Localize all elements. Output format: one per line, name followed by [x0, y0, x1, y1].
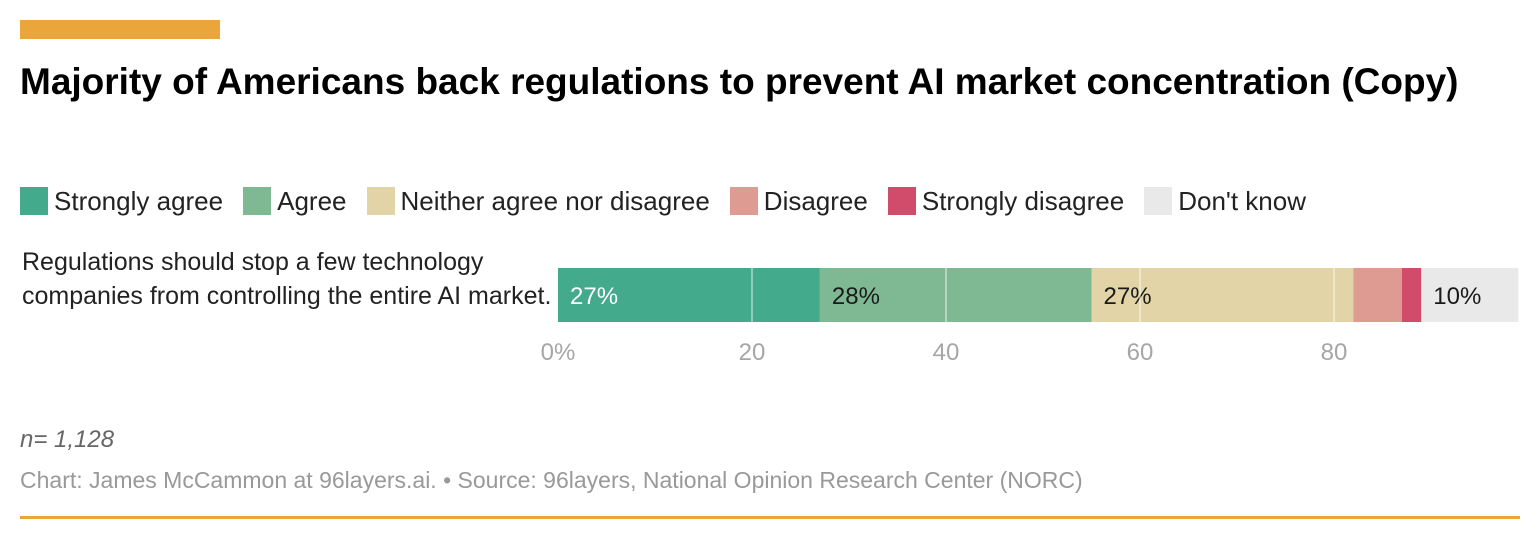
legend-item-agree: Agree — [243, 186, 347, 216]
legend-label: Strongly disagree — [921, 186, 1125, 216]
x-tick-label: 40 — [933, 339, 960, 366]
bar-data-label: 27% — [570, 283, 618, 310]
bar-data-label: 27% — [1104, 283, 1152, 310]
legend-label: Strongly agree — [54, 186, 224, 216]
top-accent-bar — [20, 20, 220, 39]
source-credit: Chart: James McCammon at 96layers.ai. • … — [20, 467, 1083, 493]
x-tick-label: 80 — [1321, 339, 1348, 366]
bar-segment-agree — [819, 268, 1092, 322]
bar-segment-neither-agree-nor-disagree — [1091, 268, 1354, 322]
bar-segment-don-t-know — [1421, 268, 1519, 322]
legend-swatch — [20, 187, 48, 215]
bar-segment-disagree — [1353, 268, 1402, 322]
x-tick-label: 20 — [739, 339, 766, 366]
legend-item-dont-know: Don't know — [1144, 186, 1306, 216]
legend-swatch — [366, 187, 395, 215]
x-tick-label: 0% — [541, 339, 576, 366]
bottom-accent-rule — [20, 516, 1520, 519]
bar-category-label: Regulations should stop a few technology… — [22, 248, 552, 310]
legend: Strongly agree Agree Neither agree nor d… — [20, 186, 1326, 216]
bar-data-label: 10% — [1433, 283, 1481, 310]
chart-title: Majority of Americans back regulations t… — [20, 61, 1459, 102]
legend-item-neither: Neither agree nor disagree — [366, 186, 710, 216]
legend-label: Agree — [277, 186, 347, 216]
legend-label: Don't know — [1178, 186, 1307, 216]
legend-swatch — [887, 187, 916, 215]
legend-label: Disagree — [763, 186, 868, 216]
bar-segment-strongly-agree — [558, 268, 820, 322]
x-tick-label: 60 — [1127, 339, 1154, 366]
bar-segment-strongly-disagree — [1401, 268, 1422, 322]
legend-swatch — [1144, 187, 1173, 215]
legend-item-strongly-agree: Strongly agree — [20, 186, 223, 216]
sample-size-note: n= 1,128 — [20, 426, 115, 453]
legend-swatch — [729, 187, 758, 215]
legend-item-strongly-disagree: Strongly disagree — [887, 186, 1125, 216]
legend-label: Neither agree nor disagree — [400, 186, 710, 216]
bar-data-label: 28% — [832, 283, 880, 310]
legend-swatch — [243, 187, 272, 215]
legend-item-disagree: Disagree — [729, 186, 868, 216]
